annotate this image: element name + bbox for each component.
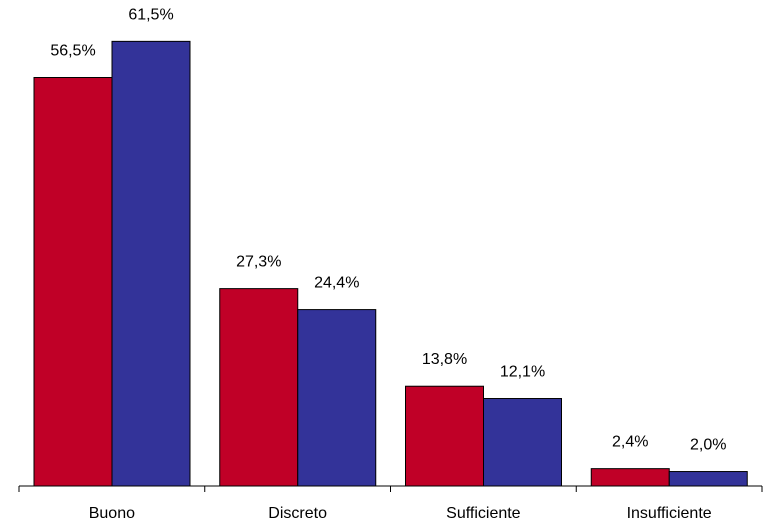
value-label-buono-series-2: 61,5% [128,6,173,23]
value-label-sufficiente-series-2: 12,1% [500,364,545,381]
value-label-discreto-series-1: 27,3% [236,254,281,271]
x-ticks-layer [19,486,762,492]
value-label-insufficiente-series-2: 2,0% [690,437,726,454]
bar-buono-series-1 [34,78,112,486]
bar-discreto-series-1 [220,289,298,486]
value-label-discreto-series-2: 24,4% [314,275,359,292]
bar-insufficiente-series-2 [669,472,747,486]
category-label-sufficiente: Sufficiente [446,505,521,522]
bars-layer [34,41,747,486]
bar-sufficiente-series-2 [484,399,562,486]
category-labels-layer: Buono Discreto Sufficiente Insufficiente [89,505,712,522]
bar-discreto-series-2 [298,310,376,486]
bar-buono-series-2 [112,41,190,486]
bar-sufficiente-series-1 [406,386,484,486]
value-label-buono-series-1: 56,5% [50,43,95,60]
category-label-insufficiente: Insufficiente [627,505,712,522]
bar-insufficiente-series-1 [591,469,669,486]
value-label-sufficiente-series-1: 13,8% [422,351,467,368]
category-label-discreto: Discreto [268,505,327,522]
category-label-buono: Buono [89,505,135,522]
value-label-insufficiente-series-1: 2,4% [612,434,648,451]
